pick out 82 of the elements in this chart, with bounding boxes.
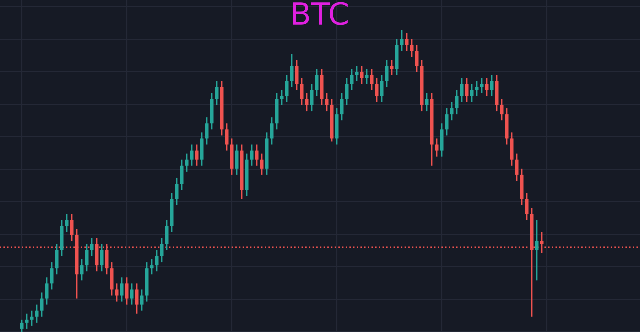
candlestick: [535, 220, 539, 282]
candlestick: [35, 304, 39, 324]
candlestick: [290, 53, 294, 88]
candlestick: [360, 66, 364, 86]
candlestick: [425, 92, 429, 112]
candlestick: [400, 29, 404, 52]
candlestick: [315, 68, 319, 98]
candlestick: [385, 60, 389, 88]
candlestick: [190, 144, 194, 167]
candlestick: [405, 32, 409, 52]
candlestick: [195, 144, 199, 167]
candlestick: [480, 78, 484, 94]
candlestick: [165, 220, 169, 252]
candlestick: [350, 68, 354, 92]
candlestick: [185, 153, 189, 173]
candlestick: [200, 132, 204, 167]
candlestick: [130, 282, 134, 306]
candlestick: [390, 60, 394, 76]
candlestick: [175, 177, 179, 206]
candlestick: [305, 92, 309, 112]
candlestick: [180, 159, 184, 191]
candlestick: [355, 66, 359, 82]
candlestick: [490, 74, 494, 98]
candlestick: [90, 238, 94, 258]
candlestick: [250, 144, 254, 167]
candlestick: [440, 122, 444, 158]
candlestick: [465, 78, 469, 104]
candlestick: [270, 116, 274, 146]
candlestick: [500, 98, 504, 122]
candlestick: [110, 262, 114, 296]
candlestick: [375, 78, 379, 104]
candlestick: [450, 102, 454, 122]
candlestick: [235, 144, 239, 176]
candlestick: [155, 250, 159, 272]
candlestick: [120, 276, 124, 302]
candlestick: [510, 132, 514, 167]
candlestick: [515, 153, 519, 182]
candlestick: [380, 74, 384, 104]
candlestick: [415, 44, 419, 73]
candlestick: [340, 92, 344, 122]
candlestick: [445, 108, 449, 136]
candlestick: [485, 78, 489, 98]
candlestick: [55, 244, 59, 276]
candlestick: [150, 258, 154, 276]
candlestick: [470, 84, 474, 104]
candlestick: [255, 144, 259, 167]
candlestick: [460, 78, 464, 104]
candlestick: [115, 282, 119, 302]
candlestick: [125, 276, 129, 306]
candlestick: [50, 262, 54, 290]
candlestick: [310, 84, 314, 112]
candlestick: [370, 68, 374, 92]
candlestick: [345, 78, 349, 106]
candlestick: [45, 276, 49, 306]
candlestick: [410, 38, 414, 58]
candlestick: [325, 92, 329, 112]
candlestick: [225, 122, 229, 152]
candlestick: [215, 80, 219, 106]
chart-title: BTC: [293, 2, 348, 26]
candlestick: [30, 310, 34, 327]
candlestick: [85, 244, 89, 272]
candlestick: [525, 192, 529, 221]
candlestick: [160, 238, 164, 264]
candlestick: [205, 116, 209, 146]
candlestick: [295, 60, 299, 92]
candlestick: [435, 138, 439, 158]
candlestick: [475, 80, 479, 98]
candlestick: [260, 153, 264, 176]
candlestick: [40, 292, 44, 318]
candlestick: [80, 258, 84, 282]
candlestick: [20, 319, 24, 332]
candlestick: [455, 90, 459, 116]
candlestick: [280, 90, 284, 106]
candlestick: [100, 244, 104, 272]
candlestick: [300, 78, 304, 106]
candlestick: [285, 74, 289, 104]
candlestick: [70, 214, 74, 242]
candlestick: [65, 214, 69, 234]
candlestick: [365, 68, 369, 86]
candlestick: [140, 289, 144, 312]
candlestick: [25, 313, 29, 330]
candlestick: [135, 282, 139, 315]
